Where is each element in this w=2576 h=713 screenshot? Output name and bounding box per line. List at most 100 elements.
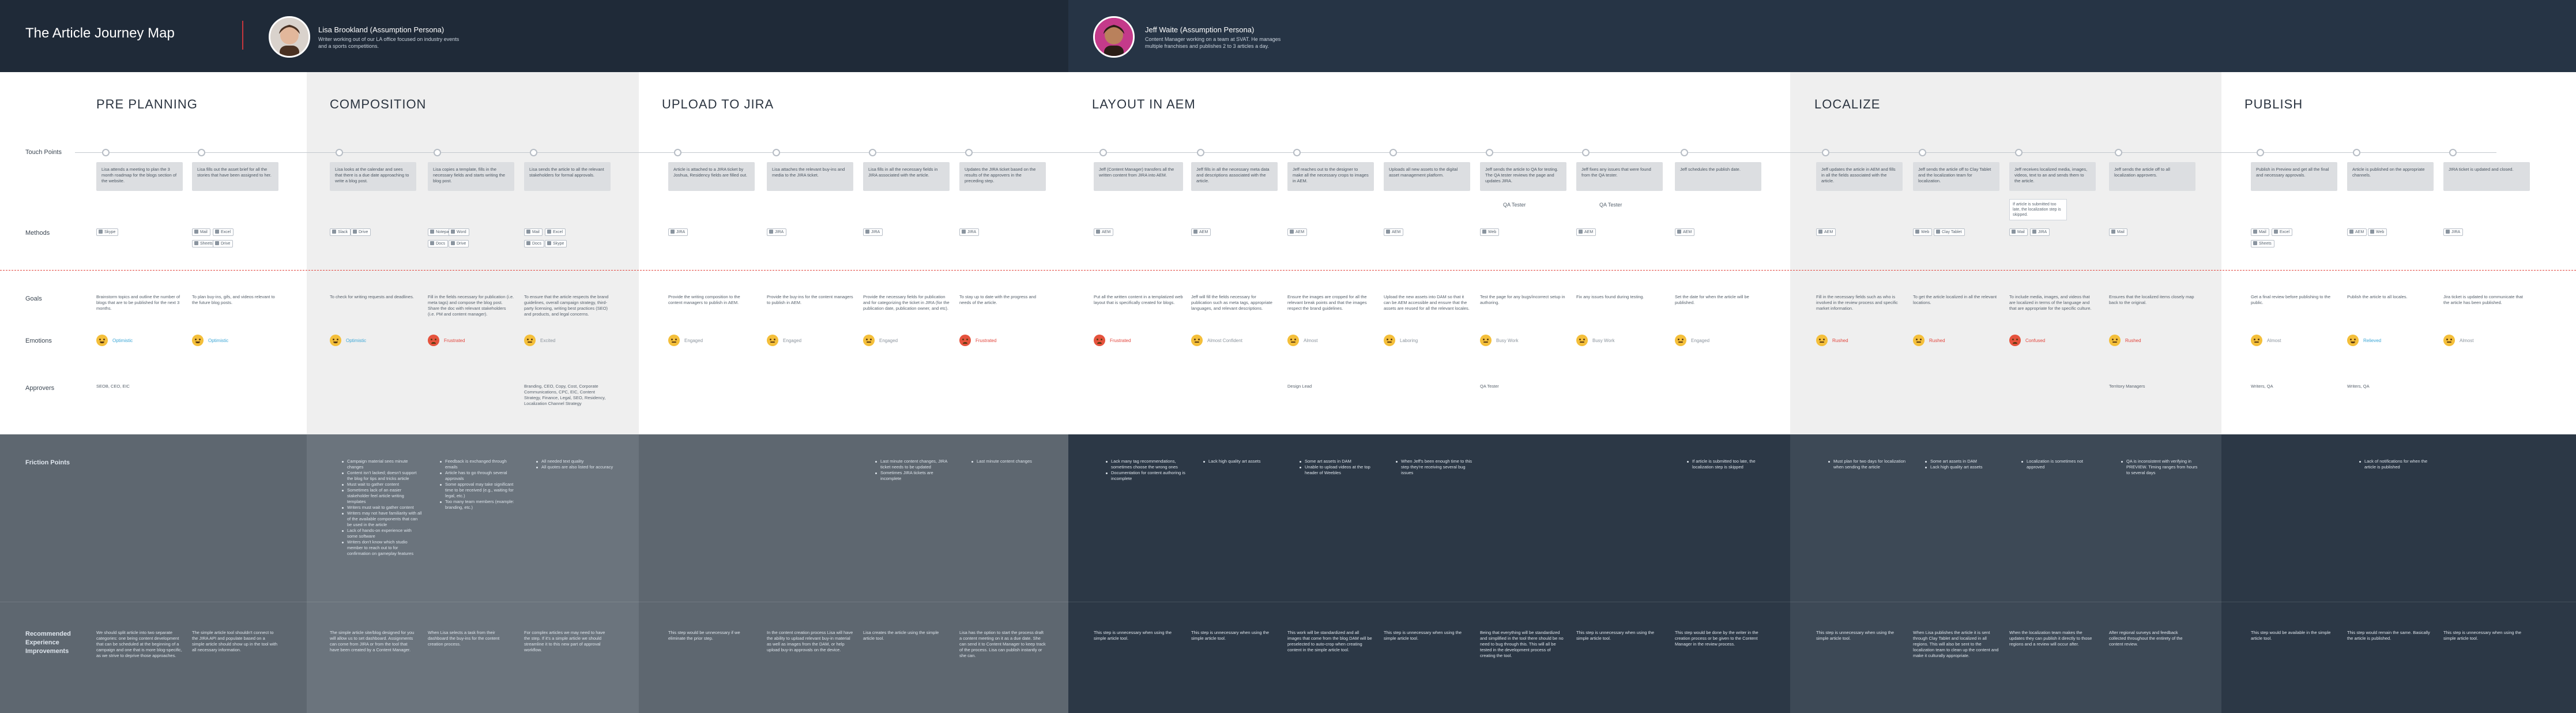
friction-band — [639, 434, 1068, 602]
emotion-face-icon — [1576, 335, 1588, 346]
method-icon — [1936, 230, 1940, 234]
method-label: Mail — [532, 230, 540, 234]
recommendation-text: Lisa creates the article using the simpl… — [863, 630, 939, 641]
method-label: Drive — [221, 242, 231, 246]
touch-point-marker — [1197, 149, 1204, 156]
touch-point-card: Jeff sends the article off to Clay Table… — [1913, 162, 1999, 191]
method-label: Slack — [338, 230, 348, 234]
method-label: AEM — [2355, 230, 2364, 234]
emotion: Engaged — [668, 335, 703, 346]
phase-column-bg — [2221, 72, 2576, 434]
friction-item: If article is submitted too late, the lo… — [1686, 459, 1767, 470]
method-icon — [215, 230, 219, 234]
phase-column-bg — [639, 72, 1068, 434]
method-chip: Mail — [192, 228, 210, 236]
touch-point-card: Lisa fills in all the necessary fields i… — [863, 162, 950, 191]
persona-name: Jeff Waite (Assumption Persona) — [1145, 25, 1255, 34]
goal-text: Jira ticket is updated to communicate th… — [2443, 294, 2523, 305]
touch-point-card: Jeff receives localized media, images, v… — [2009, 162, 2096, 191]
method-icon — [1193, 230, 1197, 234]
row-label-touch-points: Touch Points — [25, 149, 62, 156]
method-chip: JIRA — [767, 228, 787, 236]
friction-item: Article has to go through several approv… — [439, 470, 520, 482]
phase-column-bg — [307, 72, 639, 434]
recommendation-text: When Lisa publishes the article it is se… — [1913, 630, 1999, 658]
method-chip: Sheets — [192, 240, 216, 247]
goal-text: Provide the necessary fields for publica… — [863, 294, 950, 311]
emotion-label: Engaged — [783, 337, 802, 343]
method-icon — [1290, 230, 1294, 234]
friction-item: Sometimes lack of an easier stakeholder … — [341, 487, 422, 505]
touch-point-marker — [1486, 149, 1493, 156]
goal-text: Publish the article to all locales. — [2347, 294, 2408, 299]
method-label: JIRA — [2038, 230, 2047, 234]
method-label: Skype — [104, 230, 116, 234]
recommendation-band — [1790, 602, 2221, 713]
method-label: AEM — [1102, 230, 1111, 234]
touch-point-marker — [198, 149, 205, 156]
emotion-face-icon — [1094, 335, 1105, 346]
approver-text: Territory Managers — [2109, 384, 2145, 389]
friction-items: Lack many tag recommendations, sometimes… — [1105, 459, 1186, 482]
recommendation-text: The simple article tool shouldn't connec… — [192, 630, 277, 652]
friction-items: If article is submitted too late, the lo… — [1686, 459, 1767, 470]
method-chip: Drive — [351, 228, 371, 236]
friction-items: Last minute content changes — [971, 459, 1052, 464]
friction-item: Too many team members (example: branding… — [439, 499, 520, 511]
recommendation-text: This step would be done by the writer in… — [1675, 630, 1758, 647]
phase-title: PUBLISH — [2244, 97, 2303, 111]
row-label-goals: Goals — [25, 295, 42, 302]
phase-title: COMPOSITION — [330, 97, 427, 111]
method-label: Mail — [2017, 230, 2025, 234]
method-label: Mail — [2117, 230, 2125, 234]
recommendation-text: This work will be standardized and all i… — [1287, 630, 1372, 652]
method-icon — [194, 230, 198, 234]
approver-text: SEOB, CEO, EIC — [96, 384, 130, 389]
emotion-label: Busy Work — [1592, 337, 1615, 343]
friction-list: When Jeff's been enough time to this ste… — [1395, 459, 1476, 476]
method-chip: Excel — [545, 228, 566, 236]
method-icon — [2253, 241, 2257, 245]
method-label: Drive — [359, 230, 368, 234]
touch-point-marker — [869, 149, 876, 156]
phase-title: LOCALIZE — [1814, 97, 1881, 111]
friction-item: All quotes are also listed for accuracy — [536, 464, 616, 470]
emotion: Laboring — [1384, 335, 1418, 346]
emotion: Almost — [1287, 335, 1317, 346]
touch-point-marker — [2115, 149, 2122, 156]
emotion-label: Rushed — [1929, 337, 1945, 343]
method-label: Docs — [436, 242, 445, 246]
method-label: Web — [2376, 230, 2385, 234]
recommendation-text: This step is unnecessary when using the … — [1816, 630, 1895, 641]
method-label: AEM — [1295, 230, 1305, 234]
touch-point-marker — [1293, 149, 1301, 156]
touch-point-card: Jeff updates the article in AEM and fill… — [1816, 162, 1903, 191]
touch-point-card: Uploads all new assets to the digital as… — [1384, 162, 1470, 191]
step-note: If article is submitted too late, the lo… — [2009, 199, 2067, 220]
recommendation-text: Lisa has the option to start the process… — [959, 630, 1046, 658]
emotion-label: Almost — [2460, 337, 2474, 343]
friction-band — [1068, 434, 1790, 602]
friction-list: Some art assets in DAM Lack high quality … — [1925, 459, 2005, 470]
goal-text: Ensure the images are cropped for all th… — [1287, 294, 1367, 311]
recommendation-text: The simple article site/blog designed fo… — [330, 630, 415, 652]
method-label: Sheets — [200, 242, 213, 246]
emotion: Engaged — [863, 335, 898, 346]
recommendation-text: This step is unnecessary when using the … — [1191, 630, 1270, 641]
method-icon — [671, 230, 675, 234]
persona-description: multiple franchises and publishes 2 to 3… — [1145, 43, 1269, 49]
method-label: AEM — [1683, 230, 1692, 234]
method-icon — [1096, 230, 1100, 234]
emotion: Excited — [524, 335, 555, 346]
emotion-label: Almost Confident — [1207, 337, 1242, 343]
method-chip: Mail — [2251, 228, 2269, 236]
touch-point-card: Lisa copies a template, fills in the nec… — [428, 162, 514, 191]
friction-item: Lack of hands-on experience with some so… — [341, 528, 422, 539]
recommendation-text: When Lisa selects a task from their dash… — [428, 630, 500, 647]
method-icon — [451, 241, 455, 245]
emotion-label: Almost — [1304, 337, 1318, 343]
method-label: AEM — [1392, 230, 1401, 234]
touch-point-card: JIRA ticket is updated and closed. — [2443, 162, 2530, 191]
emotion-label: Frustrated — [444, 337, 465, 343]
method-icon — [2253, 230, 2257, 234]
